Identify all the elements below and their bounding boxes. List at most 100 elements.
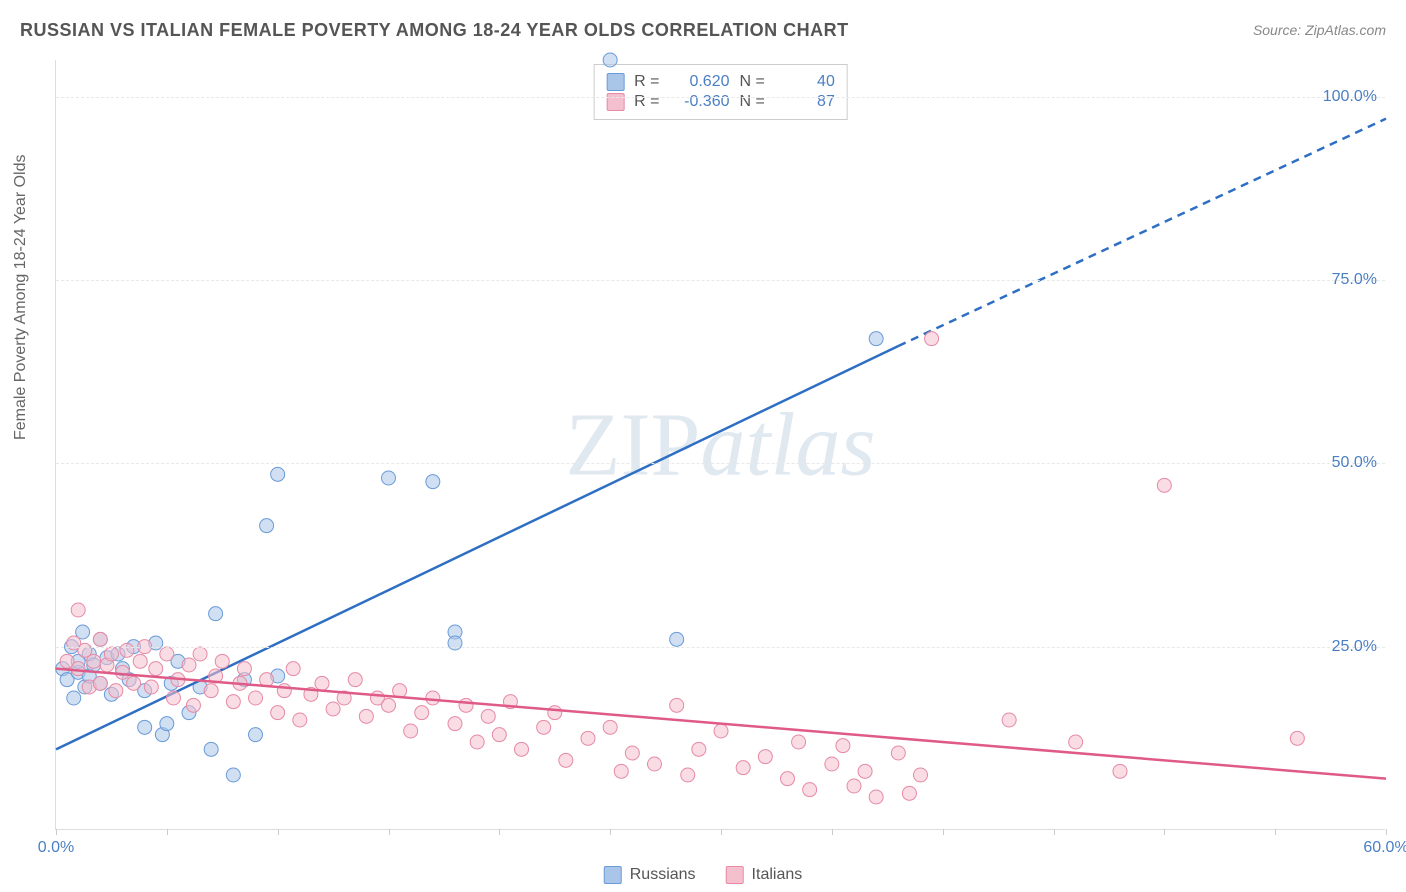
legend-item-italians: Italians bbox=[726, 866, 803, 884]
plot-area: ZIPatlas R = 0.620 N = 40 R = -0.360 N =… bbox=[55, 60, 1385, 830]
data-point-russians bbox=[67, 691, 81, 705]
data-point-italians bbox=[537, 720, 551, 734]
data-point-russians bbox=[670, 632, 684, 646]
grid-line bbox=[56, 463, 1385, 464]
data-point-russians bbox=[603, 53, 617, 67]
data-point-russians bbox=[271, 467, 285, 481]
data-point-italians bbox=[714, 724, 728, 738]
grid-line bbox=[56, 647, 1385, 648]
data-point-italians bbox=[226, 695, 240, 709]
data-point-italians bbox=[1157, 478, 1171, 492]
data-point-italians bbox=[326, 702, 340, 716]
data-point-italians bbox=[914, 768, 928, 782]
data-point-italians bbox=[581, 731, 595, 745]
x-tick bbox=[721, 829, 722, 835]
data-point-italians bbox=[803, 783, 817, 797]
x-tick bbox=[1054, 829, 1055, 835]
data-point-italians bbox=[277, 684, 291, 698]
data-point-italians bbox=[193, 647, 207, 661]
x-tick bbox=[943, 829, 944, 835]
data-point-russians bbox=[204, 742, 218, 756]
data-point-italians bbox=[836, 739, 850, 753]
data-point-russians bbox=[869, 332, 883, 346]
y-tick-label: 50.0% bbox=[1332, 454, 1377, 472]
y-axis-label: Female Poverty Among 18-24 Year Olds bbox=[12, 155, 30, 441]
data-point-italians bbox=[116, 665, 130, 679]
legend-series: Russians Italians bbox=[604, 866, 803, 884]
data-point-italians bbox=[825, 757, 839, 771]
data-point-italians bbox=[237, 662, 251, 676]
source-prefix: Source: bbox=[1253, 22, 1305, 38]
data-point-italians bbox=[271, 706, 285, 720]
regression-line-italians bbox=[56, 669, 1386, 779]
data-point-italians bbox=[1002, 713, 1016, 727]
x-tick bbox=[832, 829, 833, 835]
source-attribution: Source: ZipAtlas.com bbox=[1253, 22, 1386, 38]
data-point-italians bbox=[133, 654, 147, 668]
x-tick bbox=[56, 829, 57, 835]
legend-label-italians: Italians bbox=[752, 866, 803, 884]
x-tick bbox=[499, 829, 500, 835]
data-point-italians bbox=[315, 676, 329, 690]
data-point-italians bbox=[492, 728, 506, 742]
legend-item-russians: Russians bbox=[604, 866, 696, 884]
data-point-italians bbox=[215, 654, 229, 668]
data-point-italians bbox=[614, 764, 628, 778]
x-tick-label: 0.0% bbox=[38, 839, 74, 857]
data-point-italians bbox=[902, 786, 916, 800]
data-point-russians bbox=[382, 471, 396, 485]
data-point-italians bbox=[869, 790, 883, 804]
x-tick bbox=[1275, 829, 1276, 835]
data-point-italians bbox=[858, 764, 872, 778]
data-point-italians bbox=[293, 713, 307, 727]
data-point-italians bbox=[426, 691, 440, 705]
data-point-italians bbox=[670, 698, 684, 712]
data-point-italians bbox=[891, 746, 905, 760]
grid-line bbox=[56, 280, 1385, 281]
x-tick bbox=[1386, 829, 1387, 835]
x-tick bbox=[278, 829, 279, 835]
data-point-italians bbox=[93, 632, 107, 646]
grid-line bbox=[56, 97, 1385, 98]
data-point-italians bbox=[625, 746, 639, 760]
x-tick bbox=[1164, 829, 1165, 835]
data-point-russians bbox=[249, 728, 263, 742]
data-point-italians bbox=[603, 720, 617, 734]
data-point-italians bbox=[182, 658, 196, 672]
data-point-italians bbox=[286, 662, 300, 676]
data-point-italians bbox=[109, 684, 123, 698]
data-point-italians bbox=[1290, 731, 1304, 745]
data-point-russians bbox=[138, 720, 152, 734]
data-point-italians bbox=[87, 654, 101, 668]
data-point-italians bbox=[166, 691, 180, 705]
data-point-italians bbox=[548, 706, 562, 720]
data-point-italians bbox=[127, 676, 141, 690]
x-tick-label: 60.0% bbox=[1363, 839, 1406, 857]
data-point-italians bbox=[781, 772, 795, 786]
data-point-italians bbox=[1069, 735, 1083, 749]
data-point-italians bbox=[559, 753, 573, 767]
data-point-italians bbox=[481, 709, 495, 723]
chart-container: RUSSIAN VS ITALIAN FEMALE POVERTY AMONG … bbox=[0, 0, 1406, 892]
data-point-italians bbox=[204, 684, 218, 698]
regression-line-russians bbox=[56, 346, 898, 749]
data-point-italians bbox=[186, 698, 200, 712]
chart-svg bbox=[56, 60, 1385, 829]
data-point-italians bbox=[120, 643, 134, 657]
data-point-italians bbox=[736, 761, 750, 775]
data-point-italians bbox=[149, 662, 163, 676]
data-point-russians bbox=[260, 519, 274, 533]
y-tick-label: 100.0% bbox=[1323, 88, 1377, 106]
y-tick-label: 25.0% bbox=[1332, 638, 1377, 656]
data-point-italians bbox=[249, 691, 263, 705]
data-point-italians bbox=[459, 698, 473, 712]
data-point-italians bbox=[515, 742, 529, 756]
data-point-russians bbox=[426, 475, 440, 489]
data-point-russians bbox=[160, 717, 174, 731]
data-point-italians bbox=[104, 647, 118, 661]
x-tick bbox=[167, 829, 168, 835]
data-point-russians bbox=[448, 636, 462, 650]
data-point-italians bbox=[160, 647, 174, 661]
data-point-italians bbox=[348, 673, 362, 687]
data-point-italians bbox=[448, 717, 462, 731]
